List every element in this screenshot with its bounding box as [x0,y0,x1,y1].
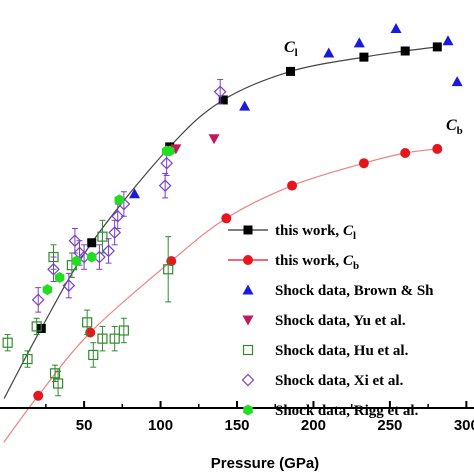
x-tick-label: 250 [377,417,402,434]
legend-item-this-work-cb: this work, Cb [228,253,359,272]
data-point [166,256,177,267]
legend-marker [243,255,253,265]
legend-label: Shock data, Yu et al. [275,313,406,329]
data-point [218,95,228,105]
data-point [49,368,61,379]
legend-marker [242,344,254,356]
data-point [33,390,44,401]
curve-labels: Cl Cb [284,39,463,137]
fit-curve [3,46,438,399]
data-point [68,234,82,248]
x-axis-label: Pressure (GPa) [211,455,319,472]
legend-item-shock-data-xi-et-al: Shock data, Xi et al. [241,373,404,389]
curve-label-b: Cb [446,117,463,137]
data-point [42,284,53,296]
data-point [400,148,411,158]
legend-label: Shock data, Brown & Sh [275,283,434,299]
legend-label: Shock data, Xi et al. [275,373,404,389]
data-point [88,349,99,361]
data-point [22,353,33,365]
data-point [213,85,227,99]
legend-label: this work, Cl [275,223,356,242]
legend: this work, Cl this work, Cb Shock data, Br… [228,223,434,419]
data-point [109,333,120,344]
data-point [108,226,122,239]
data-point [118,325,129,336]
data-point [2,337,13,348]
legend-item-shock-data-brown-sh: Shock data, Brown & Sh [242,283,434,299]
data-point [353,37,365,48]
legend-label: this work, Cb [275,253,359,272]
data-point [432,42,442,52]
data-point [358,158,369,169]
plot-area [2,23,463,443]
data-point [163,264,174,275]
data-point [87,238,97,248]
data-point [400,46,410,56]
legend-marker [243,225,253,235]
x-tick-label: 100 [148,417,173,434]
data-point [86,251,97,263]
data-point [47,262,60,276]
data-point [432,143,443,154]
data-point [54,271,65,283]
x-tick-label: 300 [454,417,474,434]
data-point [62,279,76,292]
data-point [359,52,369,62]
x-tick-label: 50 [76,417,93,434]
data-point [323,47,335,58]
series-shock-data-rigg-et-al [42,145,175,296]
curve-label-l: Cl [284,39,298,59]
data-point [390,23,402,34]
data-point [451,76,463,87]
data-point [158,179,172,192]
data-point [71,255,82,267]
data-point [160,156,174,170]
x-tick-label: 200 [301,417,326,434]
data-point [111,209,125,223]
data-point [287,180,298,191]
data-point [31,293,45,307]
data-point [221,213,232,224]
data-point [102,244,115,258]
data-point [442,35,454,46]
series-shock-data-yu-et-al [170,134,220,155]
axes: 50 100 150 200 250 300 [0,401,474,434]
series-shock-data-brown-sh [129,23,463,199]
data-point [170,144,182,155]
data-point [286,66,296,76]
x-tick-label: 150 [224,417,249,434]
legend-item-shock-data-yu-et-al: Shock data, Yu et al. [242,313,406,329]
data-point [97,333,108,344]
data-point [53,378,64,389]
data-point [239,100,251,111]
data-point [129,188,141,199]
legend-item-this-work-cl: this work, Cl [228,223,356,242]
legend-item-shock-data-rigg-et-al: Shock data, Rigg et al. [243,403,419,419]
data-point [114,194,125,206]
legend-marker [241,373,255,387]
legend-label: Shock data, Rigg et al. [275,403,419,419]
data-point [31,321,42,332]
legend-marker [243,404,253,416]
data-point [208,134,220,145]
data-point [97,231,108,242]
data-point [82,317,93,328]
legend-label: Shock data, Hu et al. [275,343,409,359]
data-point [164,145,175,157]
legend-marker [242,315,254,326]
legend-marker [242,284,254,295]
legend-item-shock-data-hu-et-al: Shock data, Hu et al. [242,343,409,359]
